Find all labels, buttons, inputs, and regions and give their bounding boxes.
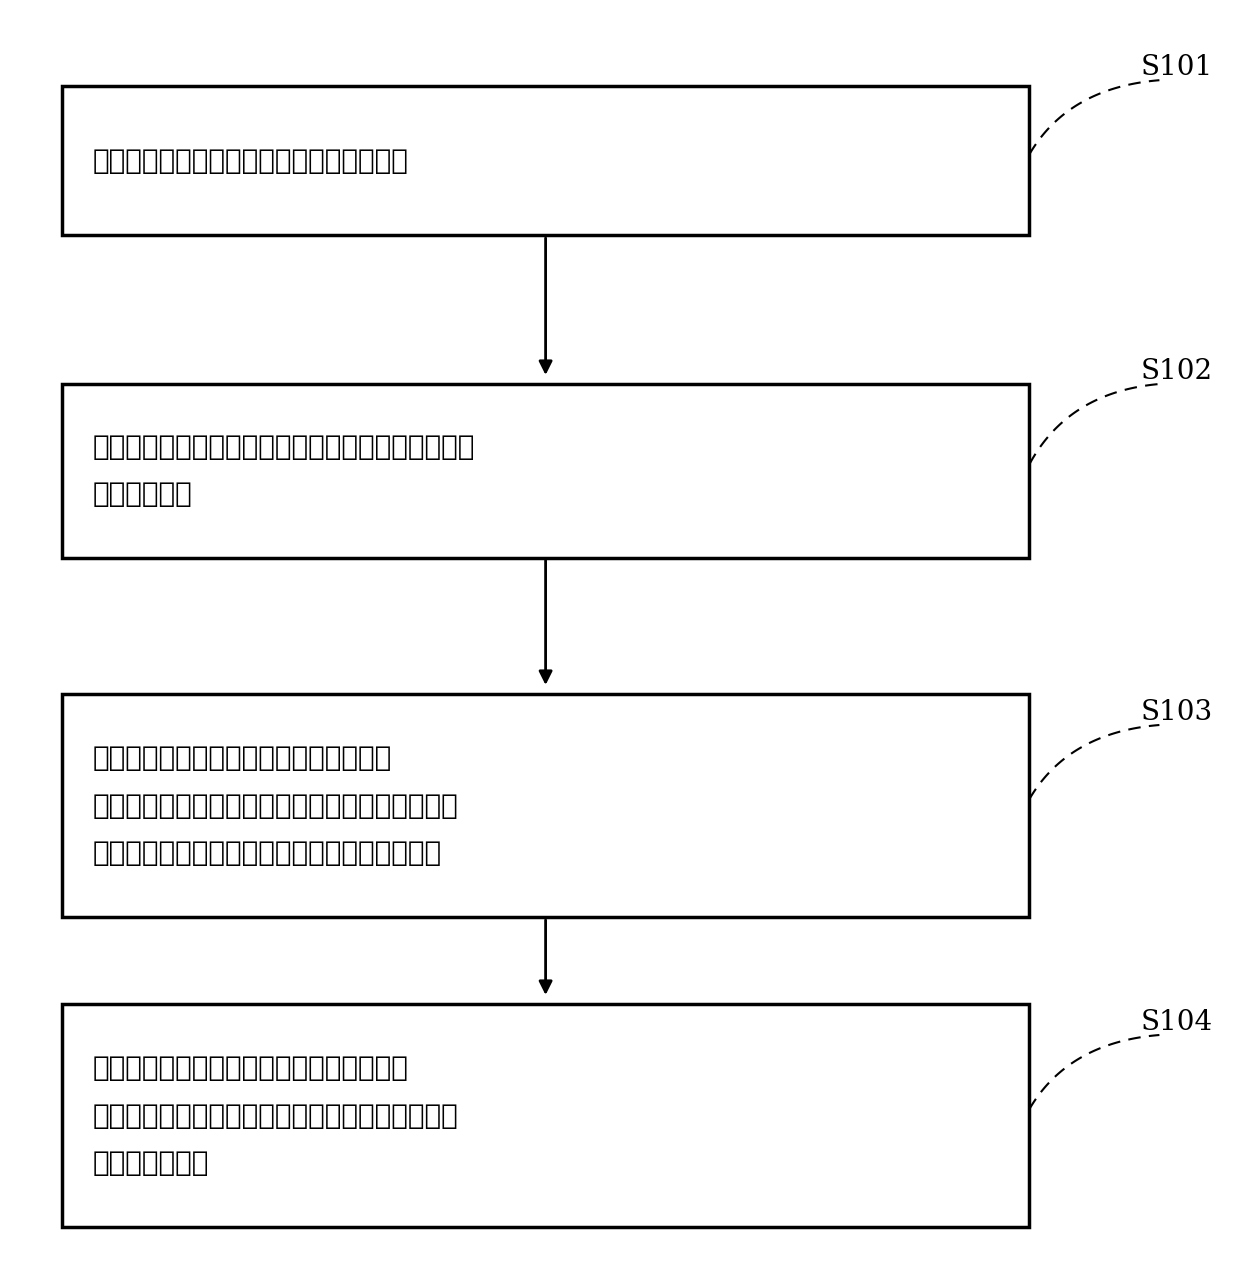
Text: S101: S101 (1141, 54, 1213, 81)
Text: S104: S104 (1141, 1009, 1213, 1036)
FancyBboxPatch shape (62, 86, 1029, 235)
FancyBboxPatch shape (62, 1004, 1029, 1227)
Text: 第二姿态机械运动至幽门附近指定位置，引导胶囊: 第二姿态机械运动至幽门附近指定位置，引导胶囊 (93, 1102, 459, 1130)
Text: 执行运动指令使运动控制系统保持大磁体以: 执行运动指令使运动控制系统保持大磁体以 (93, 1054, 409, 1082)
Text: 始位置与姿态: 始位置与姿态 (93, 480, 192, 508)
Text: 胶囊内窥镜遍历胃腔，拍摄图像发送到主机: 胶囊内窥镜遍历胃腔，拍摄图像发送到主机 (93, 147, 409, 174)
Text: 保持大磁体与胶囊内窥镜位置不变，通过: 保持大磁体与胶囊内窥镜位置不变，通过 (93, 744, 392, 772)
Text: 于图像的中央区域，作为胶囊的第二位置与姿态: 于图像的中央区域，作为胶囊的第二位置与姿态 (93, 839, 443, 867)
FancyBboxPatch shape (62, 384, 1029, 557)
Text: 识别出图像中有胃窦与幽门的帧，作为胶囊内窥镜初: 识别出图像中有胃窦与幽门的帧，作为胶囊内窥镜初 (93, 434, 475, 461)
Text: S103: S103 (1141, 699, 1213, 726)
Text: 内窥镜进入幽门: 内窥镜进入幽门 (93, 1149, 210, 1177)
FancyBboxPatch shape (62, 694, 1029, 918)
Text: 微调大磁体的姿态调整胶囊内窥镜姿态，使幽门处: 微调大磁体的姿态调整胶囊内窥镜姿态，使幽门处 (93, 791, 459, 819)
Text: S102: S102 (1141, 358, 1213, 386)
